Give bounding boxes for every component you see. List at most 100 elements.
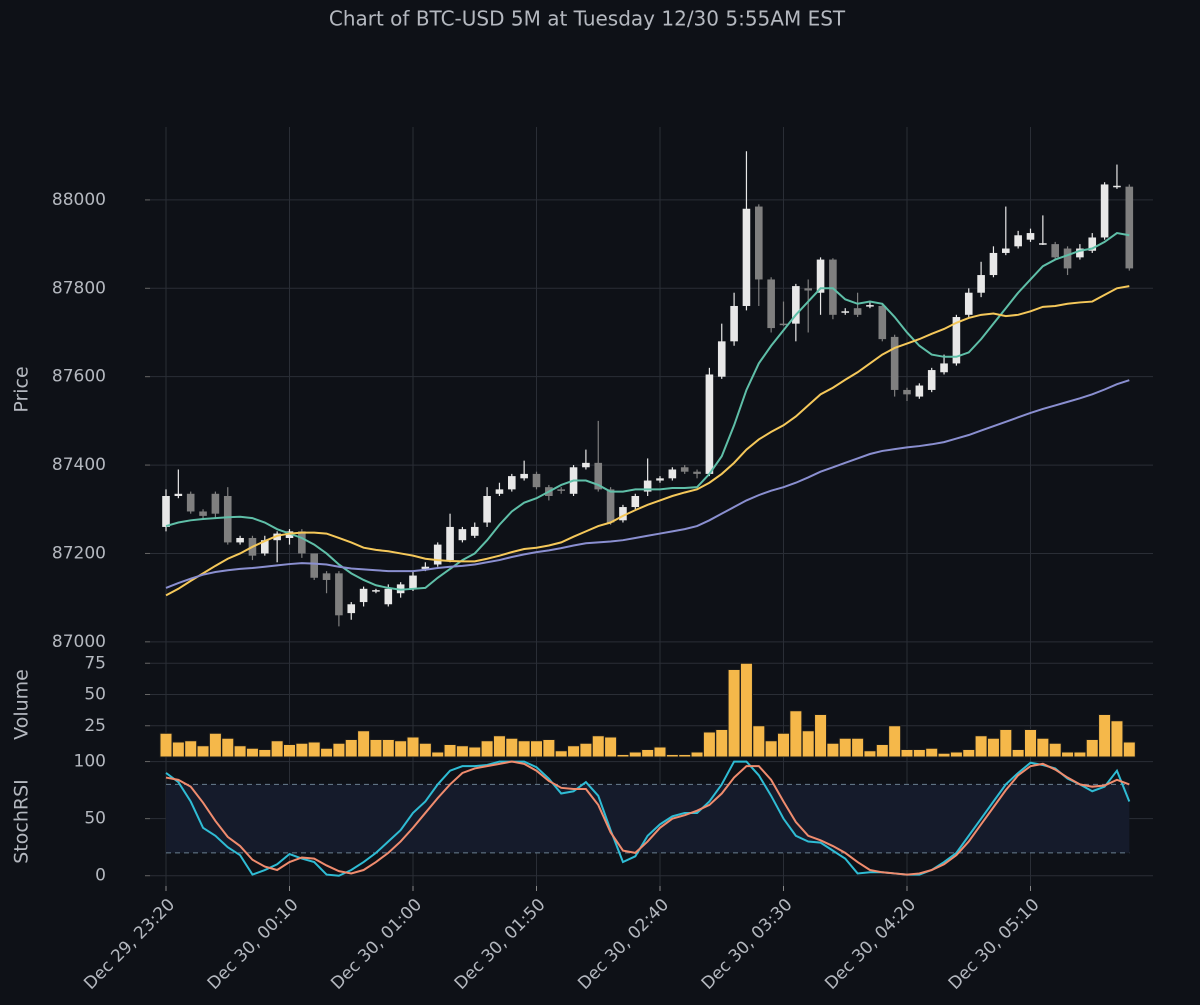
volume-bar (1110, 720, 1124, 758)
y-axis-label: StochRSI (11, 779, 33, 864)
chart-title: Chart of BTC-USD 5M at Tuesday 12/30 5:5… (329, 7, 846, 31)
candle-body (841, 311, 850, 313)
volume-bar (702, 731, 716, 758)
x-tick-label: Dec 29, 23:20 (80, 895, 179, 994)
x-tick-label: Dec 30, 01:00 (327, 895, 426, 994)
candle-body (384, 588, 393, 605)
x-tick-label: Dec 30, 05:10 (945, 895, 1044, 994)
candle-body (693, 471, 701, 474)
volume-bar (344, 739, 358, 758)
candle-body (730, 305, 738, 342)
volume-bar (1048, 742, 1062, 758)
volume-bar (480, 740, 494, 758)
volume-bar (530, 740, 543, 758)
volume-bar (320, 747, 334, 758)
volume-bar (184, 740, 198, 758)
y-tick-label: 25 (84, 716, 106, 736)
volume-bar (1036, 737, 1050, 758)
x-tick-label: Dec 30, 00:10 (204, 895, 303, 994)
candle-body (1039, 243, 1047, 245)
y-tick-label: 87800 (52, 278, 106, 298)
volume-bar (838, 737, 852, 758)
volume-bar (715, 729, 729, 758)
y-tick-label: 100 (74, 752, 106, 772)
volume-bar (171, 741, 185, 758)
x-tick-label: Dec 30, 03:30 (698, 895, 797, 994)
candle-body (1125, 186, 1134, 269)
volume-bar (888, 725, 902, 758)
candle-body (866, 305, 874, 307)
volume-bar (258, 749, 272, 758)
candle-body (742, 208, 751, 306)
volume-bar (394, 740, 408, 758)
candle-body (1076, 248, 1084, 258)
candle-body (211, 493, 220, 514)
candle-body (705, 374, 714, 474)
volume-bar (814, 714, 828, 758)
candle-body (989, 252, 998, 276)
candle-body (223, 496, 232, 543)
candle-body (186, 493, 195, 512)
candle-body (335, 573, 343, 616)
candle-body (829, 259, 837, 315)
candle-body (1113, 185, 1121, 188)
volume-bar (789, 710, 803, 758)
volume-bar (418, 742, 432, 758)
candle-body (273, 533, 281, 541)
y-tick-label: 88000 (52, 190, 106, 210)
candle-body (236, 537, 244, 543)
candle-body (508, 476, 516, 490)
volume-bar (912, 749, 926, 758)
candle-body (903, 389, 911, 395)
volume-bar (777, 732, 790, 758)
volume-bar (369, 739, 383, 758)
candle-body (767, 279, 775, 329)
candle-body (421, 566, 430, 569)
volume-bar (443, 744, 457, 758)
candle-body (483, 496, 491, 523)
volume-bar (233, 745, 247, 758)
volume-bar (579, 742, 593, 758)
volume-bar (1024, 729, 1037, 758)
candle-body (1051, 244, 1059, 258)
volume-bar (542, 739, 556, 758)
volume-bar (381, 739, 395, 758)
volume-bar (1085, 739, 1099, 758)
volume-bar (1011, 749, 1025, 758)
volume-bar (1098, 714, 1112, 758)
candle-body (446, 526, 454, 561)
volume-bar (357, 730, 371, 758)
candle-body (1026, 233, 1035, 240)
volume-bar (221, 737, 235, 758)
y-tick-label: 87600 (52, 367, 106, 387)
volume-bar (208, 732, 222, 758)
candle-body (409, 575, 417, 589)
candle-body (298, 531, 306, 554)
volume-bar (455, 745, 469, 758)
volume-bar (690, 751, 704, 758)
candle-body (680, 467, 689, 472)
candle-body (310, 553, 318, 578)
candle-body (792, 286, 800, 324)
y-axis-label: Volume (11, 669, 33, 740)
candle-body (1100, 184, 1109, 238)
candle-body (964, 292, 973, 315)
candle-body (816, 259, 825, 293)
candle-body (890, 336, 899, 390)
x-tick-label: Dec 30, 04:20 (821, 895, 920, 994)
y-tick-label: 87000 (52, 632, 106, 652)
candle-body (199, 511, 207, 516)
volume-bar (431, 751, 445, 758)
volume-bar (937, 752, 951, 758)
candle-body (261, 540, 269, 554)
candle-body (927, 370, 936, 390)
series-line (165, 760, 1131, 877)
y-tick-label: 87400 (52, 455, 106, 475)
volume-bar (949, 751, 963, 758)
volume-bar (283, 744, 296, 758)
candle-body (878, 305, 887, 340)
y-axis-label: Price (11, 366, 33, 412)
volume-bar (505, 737, 519, 758)
